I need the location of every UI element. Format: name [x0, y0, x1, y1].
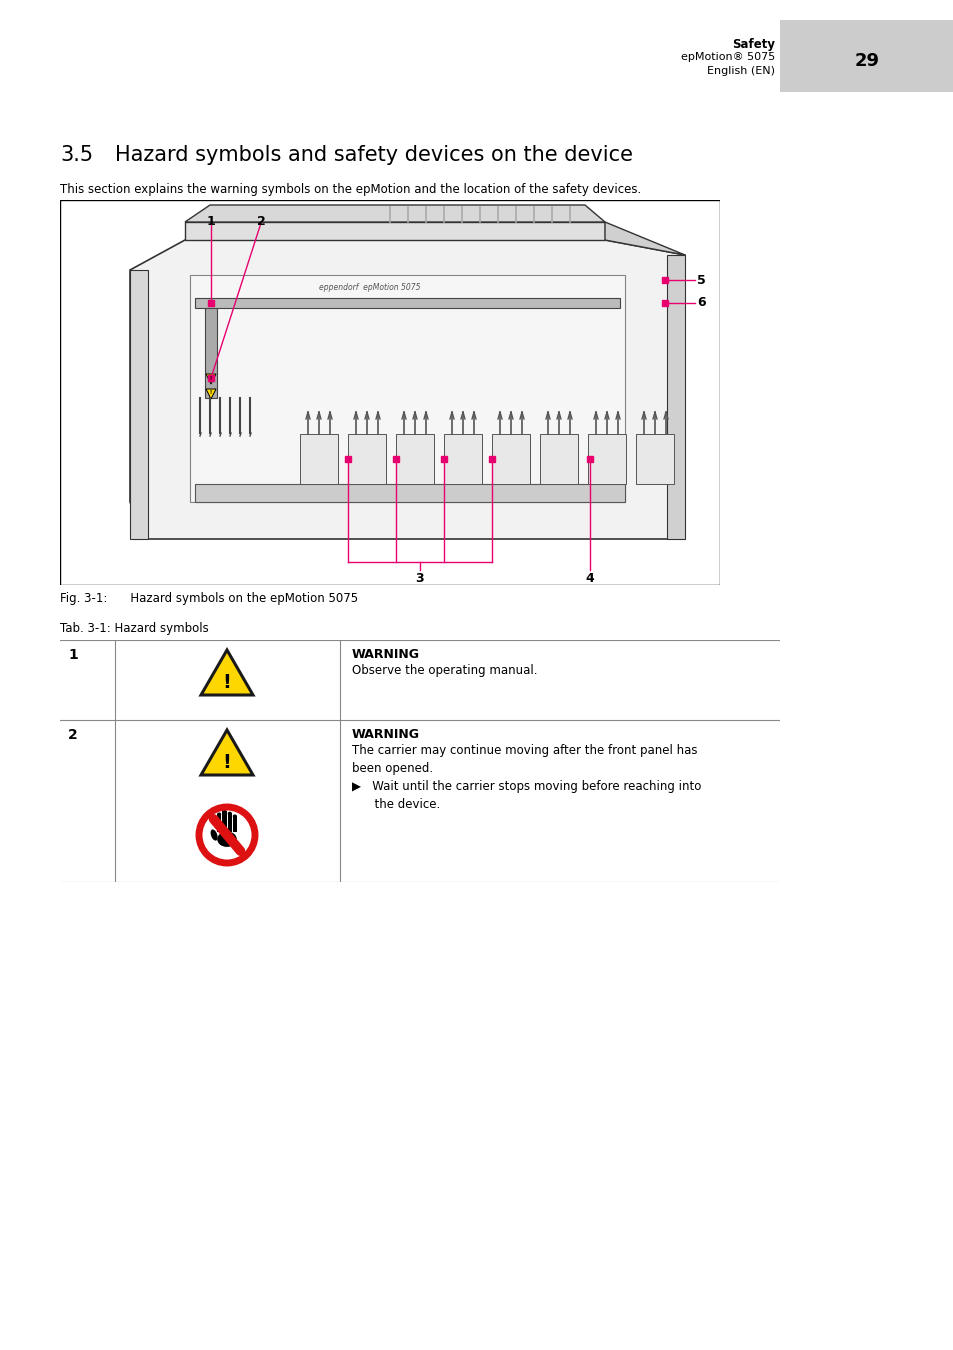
Bar — [395, 433, 434, 485]
Bar — [661, 277, 667, 284]
Bar — [539, 433, 578, 485]
Bar — [586, 456, 593, 462]
Bar — [222, 811, 227, 832]
Text: 1: 1 — [68, 648, 77, 662]
Polygon shape — [201, 730, 253, 775]
Circle shape — [199, 807, 254, 863]
Polygon shape — [185, 205, 604, 221]
Bar — [194, 485, 624, 502]
Text: This section explains the warning symbols on the epMotion and the location of th: This section explains the warning symbol… — [60, 184, 640, 196]
Bar — [345, 456, 351, 462]
Text: Observe the operating manual.: Observe the operating manual. — [352, 664, 537, 676]
Bar — [489, 456, 495, 462]
Polygon shape — [185, 221, 604, 240]
Polygon shape — [206, 389, 215, 400]
Ellipse shape — [222, 810, 227, 813]
Text: 3: 3 — [416, 572, 424, 585]
Bar — [233, 817, 236, 832]
Text: The carrier may continue moving after the front panel has
been opened.: The carrier may continue moving after th… — [352, 744, 697, 775]
Bar — [440, 456, 447, 462]
Text: 2: 2 — [68, 728, 77, 743]
Text: !: ! — [210, 375, 212, 381]
Bar — [661, 300, 667, 306]
Text: 6: 6 — [697, 297, 705, 309]
Text: eppendorf  epMotion 5075: eppendorf epMotion 5075 — [319, 284, 420, 293]
Polygon shape — [604, 221, 684, 255]
Text: English (EN): English (EN) — [706, 66, 774, 76]
Text: Tab. 3-1: Hazard symbols: Tab. 3-1: Hazard symbols — [60, 622, 209, 634]
Text: !: ! — [222, 672, 232, 693]
Ellipse shape — [211, 829, 217, 841]
Polygon shape — [130, 240, 684, 539]
Ellipse shape — [217, 813, 221, 815]
Text: 4: 4 — [585, 572, 594, 585]
Text: ▶   Wait until the carrier stops moving before reaching into
      the device.: ▶ Wait until the carrier stops moving be… — [352, 780, 700, 811]
Bar — [666, 255, 684, 539]
Bar — [205, 308, 216, 398]
Bar — [636, 433, 673, 485]
Bar — [492, 433, 530, 485]
Bar — [299, 433, 337, 485]
Ellipse shape — [228, 811, 232, 815]
Text: Fig. 3-1:    Hazard symbols on the epMotion 5075: Fig. 3-1: Hazard symbols on the epMotion… — [60, 593, 357, 605]
Text: WARNING: WARNING — [352, 648, 419, 662]
Text: Safety: Safety — [731, 38, 774, 51]
Text: !: ! — [210, 390, 212, 396]
Text: WARNING: WARNING — [352, 728, 419, 741]
Bar — [208, 300, 213, 306]
Bar — [393, 456, 398, 462]
Ellipse shape — [217, 832, 236, 846]
Text: 29: 29 — [854, 53, 879, 70]
Bar — [194, 298, 619, 308]
Text: 5: 5 — [697, 274, 705, 286]
Bar — [190, 275, 624, 502]
Bar — [587, 433, 625, 485]
Polygon shape — [206, 374, 215, 383]
Bar — [130, 270, 148, 539]
Ellipse shape — [233, 814, 236, 818]
Bar — [348, 433, 386, 485]
Bar — [217, 814, 221, 832]
Bar — [228, 814, 232, 832]
Bar — [443, 433, 481, 485]
Polygon shape — [201, 649, 253, 695]
Bar — [208, 375, 213, 381]
Text: epMotion® 5075: epMotion® 5075 — [680, 53, 774, 62]
Text: 1: 1 — [207, 215, 215, 228]
Text: Hazard symbols and safety devices on the device: Hazard symbols and safety devices on the… — [115, 144, 633, 165]
Text: !: ! — [222, 753, 232, 772]
Text: 3.5: 3.5 — [60, 144, 93, 165]
Text: 2: 2 — [256, 215, 265, 228]
